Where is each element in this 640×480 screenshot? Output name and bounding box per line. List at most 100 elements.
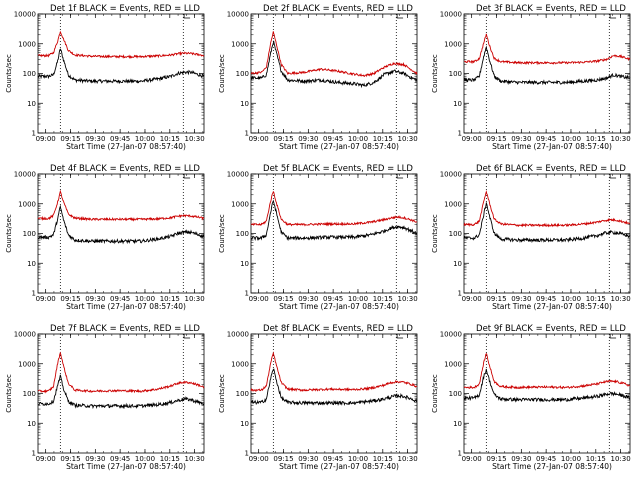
x-tick-label: 09:30	[85, 455, 105, 463]
y-tick-label: 100	[236, 230, 249, 238]
y-tick-label: 1000	[18, 360, 36, 368]
x-tick-label: 10:00	[348, 295, 368, 303]
x-tick-label: 09:00	[462, 135, 482, 143]
y-tick-label: 10000	[227, 171, 249, 179]
x-tick-label: 10:15	[586, 455, 606, 463]
y-tick-label: 1000	[231, 360, 249, 368]
x-axis-label: Start Time (27-Jan-07 08:57:40)	[492, 302, 612, 311]
y-tick-label: 10	[27, 260, 36, 268]
y-tick-label: 1000	[18, 200, 36, 208]
y-tick-label: 100	[449, 230, 462, 238]
x-tick-label: 09:15	[273, 135, 293, 143]
series-lld-line	[250, 190, 418, 227]
x-tick-label: 10:15	[373, 295, 393, 303]
y-axis-label: Counts/sec	[218, 54, 226, 93]
chart-panel-5: Det 5f BLACK = Events, RED = LLD 1 10 100 10…	[218, 164, 418, 311]
series-events-line	[250, 368, 418, 406]
chart-title: Det 3f BLACK = Events, RED = LLD	[476, 4, 626, 14]
y-tick-label: 1000	[444, 360, 462, 368]
y-tick-label: 10	[240, 100, 249, 108]
chart-title: Det 5f BLACK = Events, RED = LLD	[263, 164, 413, 174]
series-events-line	[37, 374, 205, 410]
y-tick-label: 1	[32, 130, 36, 138]
x-tick-label: 09:15	[60, 295, 80, 303]
x-tick-label: 09:00	[462, 455, 482, 463]
y-tick-label: 100	[236, 70, 249, 78]
y-tick-label: 100	[449, 390, 462, 398]
series-lld-line	[250, 351, 418, 393]
series-lld-line	[463, 190, 631, 228]
y-tick-label: 10000	[440, 331, 462, 339]
x-tick-label: 09:45	[110, 455, 130, 463]
y-tick-label: 10000	[227, 11, 249, 19]
y-axis-label: Counts/sec	[5, 54, 13, 93]
x-axis-label: Start Time (27-Jan-07 08:57:40)	[279, 302, 399, 311]
chart-panel-4: Det 4f BLACK = Events, RED = LLD 1 10 100 10…	[5, 164, 205, 311]
y-axis-label: Counts/sec	[218, 374, 226, 413]
chart-title: Det 7f BLACK = Events, RED = LLD	[50, 324, 200, 334]
y-tick-label: 100	[449, 70, 462, 78]
chart-title: Det 9f BLACK = Events, RED = LLD	[476, 324, 626, 334]
y-tick-label: 1000	[231, 40, 249, 48]
y-tick-label: 10000	[227, 331, 249, 339]
x-tick-label: 09:30	[298, 455, 318, 463]
x-tick-label: 10:15	[160, 295, 180, 303]
y-axis-label: Counts/sec	[218, 214, 226, 253]
series-events-line	[250, 39, 418, 89]
y-tick-label: 100	[23, 390, 36, 398]
x-tick-label: 10:30	[398, 135, 418, 143]
series-events-line	[250, 199, 418, 241]
y-axis-label: Counts/sec	[5, 374, 13, 413]
x-tick-label: 09:30	[298, 295, 318, 303]
y-tick-label: 10	[240, 260, 249, 268]
frame-marker	[396, 14, 404, 19]
series-events-line	[463, 201, 631, 244]
x-tick-label: 10:00	[561, 455, 581, 463]
x-tick-label: 10:15	[160, 455, 180, 463]
y-tick-label: 1	[458, 450, 462, 458]
series-lld-line	[463, 33, 631, 66]
x-tick-label: 09:15	[486, 295, 506, 303]
x-tick-label: 09:45	[536, 295, 556, 303]
chart-title: Det 4f BLACK = Events, RED = LLD	[50, 164, 200, 174]
chart-title: Det 6f BLACK = Events, RED = LLD	[476, 164, 626, 174]
y-tick-label: 1	[32, 450, 36, 458]
x-tick-label: 09:00	[249, 455, 269, 463]
chart-panel-2: Det 2f BLACK = Events, RED = LLD 1 10 100 10…	[218, 4, 418, 151]
chart-panel-1: Det 1f BLACK = Events, RED = LLD 1 10 100 10…	[5, 4, 205, 151]
series-lld-line	[37, 351, 205, 394]
x-tick-label: 09:45	[323, 295, 343, 303]
y-tick-label: 10	[453, 100, 462, 108]
x-tick-label: 09:00	[462, 295, 482, 303]
x-tick-label: 09:30	[511, 135, 531, 143]
y-tick-label: 100	[23, 70, 36, 78]
x-tick-label: 10:30	[185, 295, 205, 303]
y-tick-label: 10	[453, 420, 462, 428]
x-axis-label: Start Time (27-Jan-07 08:57:40)	[279, 142, 399, 151]
x-tick-label: 10:15	[586, 135, 606, 143]
y-tick-label: 100	[23, 230, 36, 238]
x-tick-label: 10:30	[185, 135, 205, 143]
x-tick-label: 09:15	[60, 455, 80, 463]
x-tick-label: 10:00	[561, 135, 581, 143]
x-tick-label: 09:30	[511, 455, 531, 463]
y-tick-label: 1000	[444, 200, 462, 208]
y-tick-label: 1	[245, 290, 249, 298]
frame-marker	[183, 14, 191, 19]
x-tick-label: 09:15	[60, 135, 80, 143]
series-events-line	[37, 204, 205, 245]
series-lld-line	[250, 31, 418, 78]
x-tick-label: 09:45	[536, 135, 556, 143]
x-tick-label: 09:30	[298, 135, 318, 143]
x-tick-label: 09:45	[323, 455, 343, 463]
x-tick-label: 10:15	[373, 135, 393, 143]
x-tick-label: 09:30	[85, 295, 105, 303]
x-tick-label: 09:45	[110, 295, 130, 303]
y-tick-label: 1	[458, 130, 462, 138]
x-tick-label: 09:00	[36, 135, 56, 143]
x-axis-label: Start Time (27-Jan-07 08:57:40)	[492, 462, 612, 471]
x-tick-label: 10:00	[348, 455, 368, 463]
x-tick-label: 09:45	[323, 135, 343, 143]
x-tick-label: 10:00	[348, 135, 368, 143]
